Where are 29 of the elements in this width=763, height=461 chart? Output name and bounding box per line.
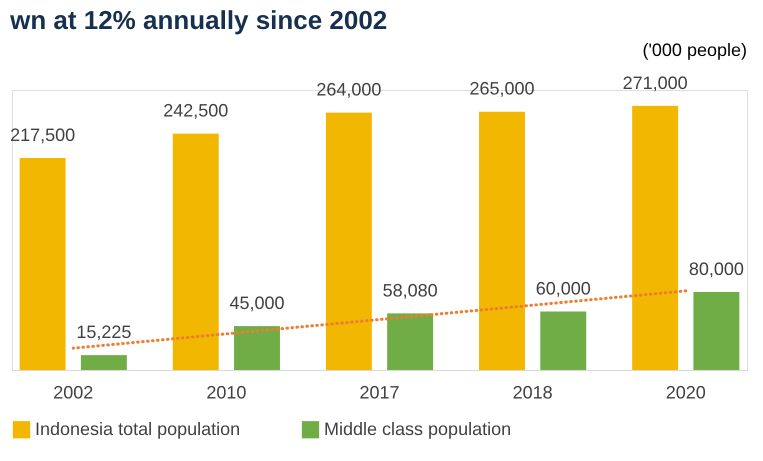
data-label: 15,225 <box>76 322 132 342</box>
data-label: 242,500 <box>163 100 228 121</box>
legend-label: Indonesia total population <box>35 418 240 439</box>
legend-label: Middle class population <box>324 418 512 439</box>
data-label: 217,500 <box>10 124 76 145</box>
bar <box>234 326 280 370</box>
x-tick-label: 2020 <box>666 382 706 402</box>
bar <box>540 312 586 370</box>
x-tick-label: 2018 <box>512 382 553 402</box>
bar <box>326 112 372 370</box>
bar <box>632 106 678 370</box>
x-tick-label: 2010 <box>206 382 246 402</box>
data-label: 265,000 <box>469 78 535 99</box>
text: ('000 people) <box>642 40 747 60</box>
bar <box>20 158 66 370</box>
bar <box>172 134 219 370</box>
bar <box>387 313 434 370</box>
x-tick-label: 2002 <box>53 382 94 402</box>
bar <box>80 355 127 370</box>
chart-title: wn at 12% annually since 2002 <box>9 5 388 35</box>
data-label: 271,000 <box>622 72 688 93</box>
x-tick-label: 2017 <box>359 382 400 402</box>
data-label: 264,000 <box>316 80 382 100</box>
data-label: 60,000 <box>536 278 591 299</box>
data-label: 45,000 <box>229 293 285 314</box>
data-label: 58,080 <box>382 280 438 300</box>
bar <box>693 292 740 370</box>
bar <box>479 112 525 370</box>
data-label: 80,000 <box>688 259 744 280</box>
